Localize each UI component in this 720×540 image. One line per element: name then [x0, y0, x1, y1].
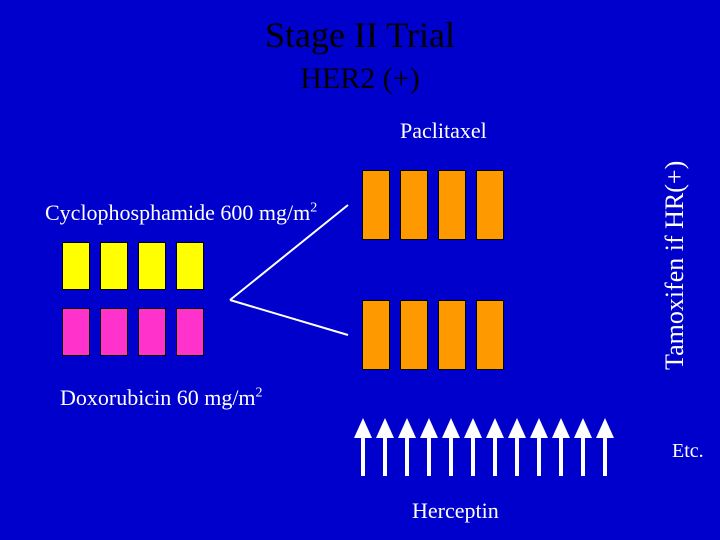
paclitaxel-label: Paclitaxel	[400, 118, 487, 144]
arrow-icon	[594, 418, 616, 476]
bar	[100, 242, 128, 290]
bar-group-doxo-pink	[62, 308, 204, 356]
bar	[476, 170, 504, 240]
bar	[362, 170, 390, 240]
arrow-icon	[572, 418, 594, 476]
cyclophosphamide-label: Cyclophosphamide 600 mg/m2	[45, 200, 317, 226]
arrow-icon	[396, 418, 418, 476]
title: Stage II Trial	[0, 14, 720, 56]
doxorubicin-label: Doxorubicin 60 mg/m2	[60, 385, 263, 411]
subtitle: HER2 (+)	[0, 62, 720, 96]
arrow-icon	[418, 418, 440, 476]
bar	[100, 308, 128, 356]
arrow-icon	[462, 418, 484, 476]
arrow-icon	[440, 418, 462, 476]
arrow-icon	[374, 418, 396, 476]
herceptin-label: Herceptin	[412, 498, 499, 524]
bar	[438, 300, 466, 370]
arrow-icon	[506, 418, 528, 476]
arrow-icon	[550, 418, 572, 476]
bar	[476, 300, 504, 370]
etc-label: Etc.	[672, 440, 704, 463]
bar	[62, 308, 90, 356]
doxo-sup: 2	[256, 386, 263, 401]
bar	[362, 300, 390, 370]
cyclo-sup: 2	[310, 201, 317, 216]
arrow-icon	[528, 418, 550, 476]
bar	[400, 300, 428, 370]
bar	[176, 308, 204, 356]
bar-group-paclitaxel-top	[362, 170, 504, 240]
bar-group-cyclo-yellow	[62, 242, 204, 290]
bar	[138, 308, 166, 356]
bar-group-paclitaxel-bot	[362, 300, 504, 370]
bar	[176, 242, 204, 290]
cyclo-text: Cyclophosphamide 600 mg/m	[45, 200, 310, 225]
bar	[62, 242, 90, 290]
arrow-icon	[484, 418, 506, 476]
tamoxifen-label: Tamoxifen if HR(+)	[660, 161, 690, 370]
bar	[438, 170, 466, 240]
bar	[400, 170, 428, 240]
arrow-icon	[352, 418, 374, 476]
herceptin-arrows	[352, 418, 616, 476]
bar	[138, 242, 166, 290]
doxo-text: Doxorubicin 60 mg/m	[60, 385, 256, 410]
